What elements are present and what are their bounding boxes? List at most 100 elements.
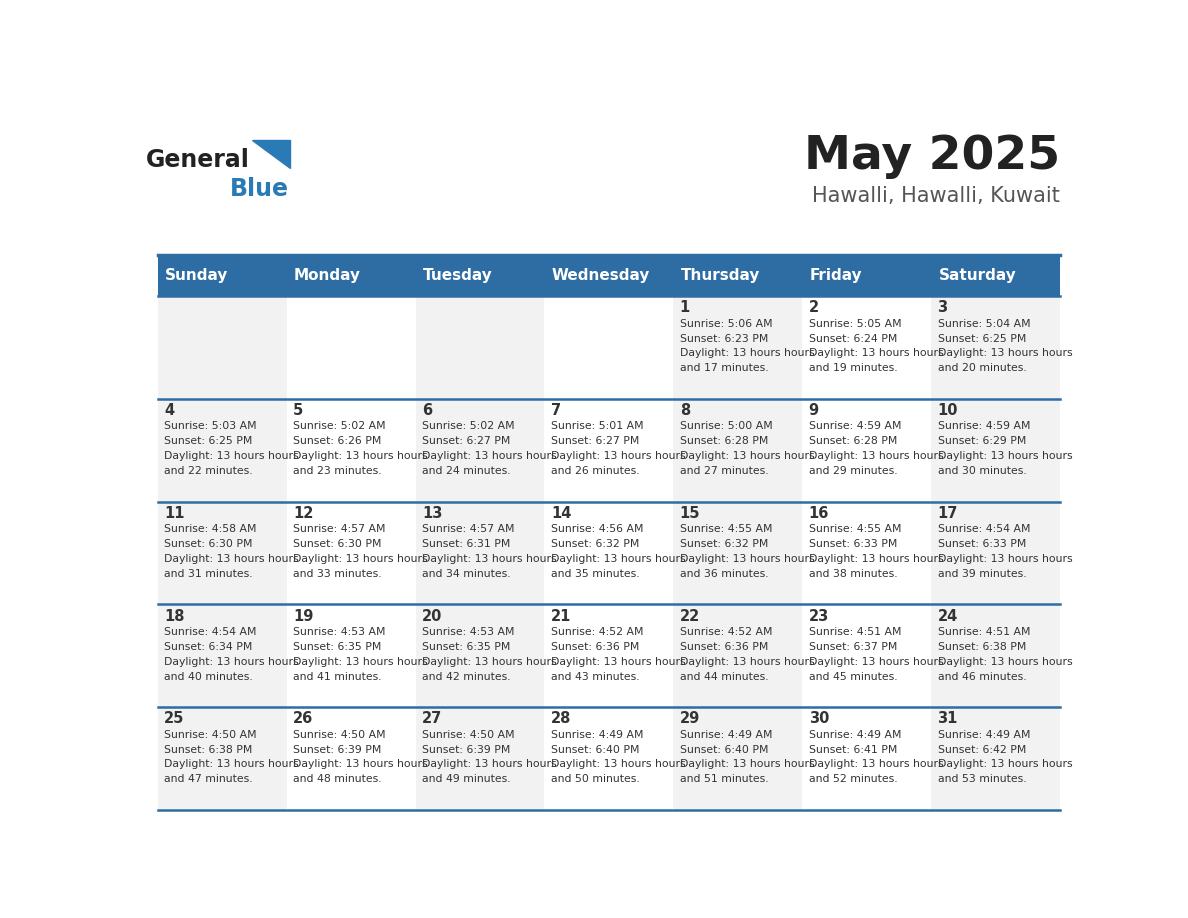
Text: and 34 minutes.: and 34 minutes. — [422, 569, 511, 578]
Text: 10: 10 — [937, 403, 958, 418]
Text: Daylight: 13 hours hours: Daylight: 13 hours hours — [809, 656, 943, 666]
Text: Daylight: 13 hours hours: Daylight: 13 hours hours — [937, 656, 1072, 666]
Bar — [158, 255, 286, 297]
Text: Sunset: 6:30 PM: Sunset: 6:30 PM — [293, 539, 381, 549]
Text: Sunset: 6:29 PM: Sunset: 6:29 PM — [937, 436, 1026, 446]
Text: and 42 minutes.: and 42 minutes. — [422, 672, 511, 681]
Text: Daylight: 13 hours hours: Daylight: 13 hours hours — [809, 451, 943, 461]
Bar — [286, 398, 416, 501]
Text: Sunset: 6:34 PM: Sunset: 6:34 PM — [164, 642, 253, 652]
Text: Sunrise: 4:51 AM: Sunrise: 4:51 AM — [937, 627, 1030, 637]
Text: 4: 4 — [164, 403, 175, 418]
Text: 12: 12 — [293, 506, 314, 521]
Bar — [802, 501, 931, 604]
Bar — [544, 604, 674, 707]
Bar — [931, 501, 1060, 604]
Text: Sunset: 6:25 PM: Sunset: 6:25 PM — [937, 333, 1026, 343]
Text: Sunset: 6:38 PM: Sunset: 6:38 PM — [164, 744, 253, 755]
Bar — [674, 398, 802, 501]
Text: Daylight: 13 hours hours: Daylight: 13 hours hours — [551, 656, 685, 666]
Text: Sunset: 6:28 PM: Sunset: 6:28 PM — [680, 436, 769, 446]
Text: Sunset: 6:40 PM: Sunset: 6:40 PM — [680, 744, 769, 755]
Text: Sunrise: 4:57 AM: Sunrise: 4:57 AM — [293, 524, 386, 534]
Text: Daylight: 13 hours hours: Daylight: 13 hours hours — [937, 554, 1072, 564]
Text: Friday: Friday — [809, 268, 862, 283]
Text: 18: 18 — [164, 609, 184, 623]
Bar — [802, 297, 931, 398]
Text: Sunset: 6:27 PM: Sunset: 6:27 PM — [422, 436, 511, 446]
Bar — [931, 398, 1060, 501]
Text: Sunrise: 4:52 AM: Sunrise: 4:52 AM — [680, 627, 772, 637]
Text: and 48 minutes.: and 48 minutes. — [293, 774, 381, 784]
Text: Sunset: 6:37 PM: Sunset: 6:37 PM — [809, 642, 897, 652]
Text: 20: 20 — [422, 609, 442, 623]
Text: Tuesday: Tuesday — [423, 268, 493, 283]
Text: Sunset: 6:35 PM: Sunset: 6:35 PM — [293, 642, 381, 652]
Text: Sunset: 6:35 PM: Sunset: 6:35 PM — [422, 642, 511, 652]
Text: Daylight: 13 hours hours: Daylight: 13 hours hours — [293, 554, 428, 564]
Text: and 27 minutes.: and 27 minutes. — [680, 466, 769, 476]
Text: and 43 minutes.: and 43 minutes. — [551, 672, 639, 681]
Text: Sunset: 6:25 PM: Sunset: 6:25 PM — [164, 436, 253, 446]
Text: and 19 minutes.: and 19 minutes. — [809, 364, 897, 374]
Text: Sunset: 6:33 PM: Sunset: 6:33 PM — [937, 539, 1026, 549]
Text: and 39 minutes.: and 39 minutes. — [937, 569, 1026, 578]
Text: and 26 minutes.: and 26 minutes. — [551, 466, 639, 476]
Text: Sunset: 6:26 PM: Sunset: 6:26 PM — [293, 436, 381, 446]
Text: and 52 minutes.: and 52 minutes. — [809, 774, 897, 784]
Text: Daylight: 13 hours hours: Daylight: 13 hours hours — [422, 554, 556, 564]
Text: Daylight: 13 hours hours: Daylight: 13 hours hours — [551, 554, 685, 564]
Bar — [802, 398, 931, 501]
Text: Sunrise: 4:50 AM: Sunrise: 4:50 AM — [422, 730, 514, 740]
Text: Sunset: 6:36 PM: Sunset: 6:36 PM — [551, 642, 639, 652]
Text: 16: 16 — [809, 506, 829, 521]
Text: and 23 minutes.: and 23 minutes. — [293, 466, 381, 476]
Text: Sunset: 6:31 PM: Sunset: 6:31 PM — [422, 539, 511, 549]
Text: Sunrise: 4:56 AM: Sunrise: 4:56 AM — [551, 524, 644, 534]
Bar — [286, 707, 416, 810]
Text: Daylight: 13 hours hours: Daylight: 13 hours hours — [937, 759, 1072, 769]
Text: and 50 minutes.: and 50 minutes. — [551, 774, 639, 784]
Text: 11: 11 — [164, 506, 184, 521]
Text: and 41 minutes.: and 41 minutes. — [293, 672, 381, 681]
Text: Daylight: 13 hours hours: Daylight: 13 hours hours — [551, 759, 685, 769]
Bar — [416, 398, 544, 501]
Text: Sunrise: 4:50 AM: Sunrise: 4:50 AM — [164, 730, 257, 740]
Bar — [674, 255, 802, 297]
Text: Daylight: 13 hours hours: Daylight: 13 hours hours — [293, 451, 428, 461]
Bar — [544, 297, 674, 398]
Bar — [931, 707, 1060, 810]
Text: Sunset: 6:39 PM: Sunset: 6:39 PM — [422, 744, 511, 755]
Bar — [158, 604, 286, 707]
Text: Daylight: 13 hours hours: Daylight: 13 hours hours — [422, 656, 556, 666]
Text: Daylight: 13 hours hours: Daylight: 13 hours hours — [164, 451, 298, 461]
Text: Sunrise: 4:59 AM: Sunrise: 4:59 AM — [937, 421, 1030, 431]
Text: Sunrise: 5:03 AM: Sunrise: 5:03 AM — [164, 421, 257, 431]
Text: Sunrise: 4:49 AM: Sunrise: 4:49 AM — [937, 730, 1030, 740]
Text: Sunrise: 4:55 AM: Sunrise: 4:55 AM — [809, 524, 902, 534]
Text: Daylight: 13 hours hours: Daylight: 13 hours hours — [809, 348, 943, 358]
Text: Sunrise: 4:58 AM: Sunrise: 4:58 AM — [164, 524, 257, 534]
Text: Sunset: 6:33 PM: Sunset: 6:33 PM — [809, 539, 897, 549]
Bar — [544, 255, 674, 297]
Text: and 30 minutes.: and 30 minutes. — [937, 466, 1026, 476]
Text: Daylight: 13 hours hours: Daylight: 13 hours hours — [164, 656, 298, 666]
Text: Sunrise: 5:00 AM: Sunrise: 5:00 AM — [680, 421, 772, 431]
Text: and 38 minutes.: and 38 minutes. — [809, 569, 897, 578]
Text: Monday: Monday — [293, 268, 361, 283]
Text: 24: 24 — [937, 609, 958, 623]
Text: 25: 25 — [164, 711, 184, 726]
Text: 2: 2 — [809, 300, 819, 315]
Text: and 40 minutes.: and 40 minutes. — [164, 672, 253, 681]
Text: Daylight: 13 hours hours: Daylight: 13 hours hours — [293, 759, 428, 769]
Bar — [802, 255, 931, 297]
Text: and 35 minutes.: and 35 minutes. — [551, 569, 639, 578]
Text: Sunrise: 5:06 AM: Sunrise: 5:06 AM — [680, 319, 772, 329]
Text: Daylight: 13 hours hours: Daylight: 13 hours hours — [937, 451, 1072, 461]
Text: Sunset: 6:32 PM: Sunset: 6:32 PM — [551, 539, 639, 549]
Text: 30: 30 — [809, 711, 829, 726]
Text: May 2025: May 2025 — [804, 134, 1060, 179]
Text: Blue: Blue — [230, 177, 290, 201]
Bar — [674, 297, 802, 398]
Text: Daylight: 13 hours hours: Daylight: 13 hours hours — [680, 451, 814, 461]
